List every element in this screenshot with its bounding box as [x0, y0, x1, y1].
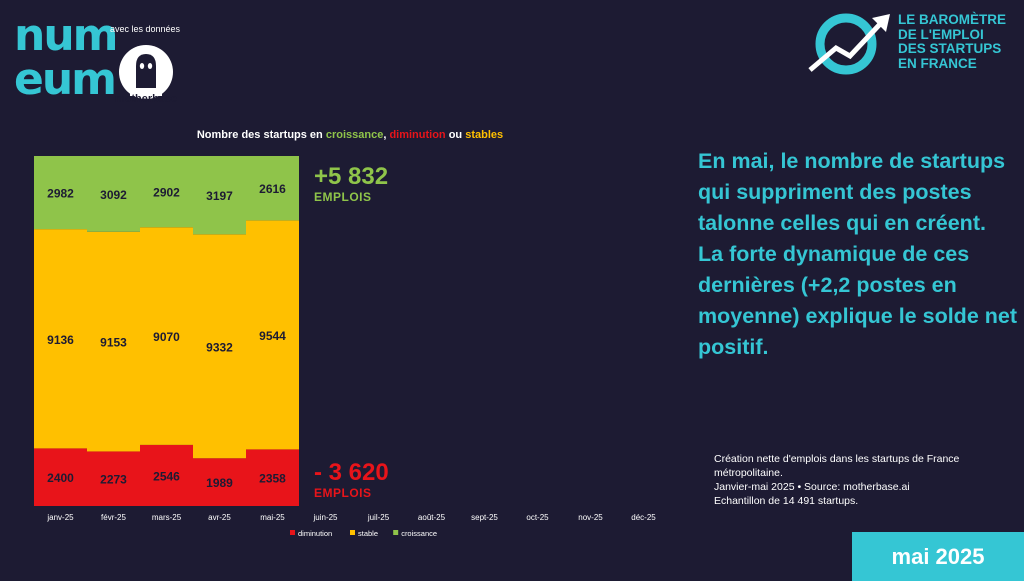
bar-croissance-3: [193, 156, 246, 235]
data-label-stable-0: 9136: [47, 333, 74, 347]
bar-diminution-0: [34, 448, 87, 506]
x-tick-label-3: avr-25: [208, 513, 231, 522]
barometer-line-1: Le baromètre: [898, 12, 1006, 27]
bar-croissance-0: [34, 156, 87, 230]
legend-label-stable: stable: [358, 529, 378, 538]
legend-label-croissance: croissance: [401, 529, 437, 538]
x-tick-label-4: mai-25: [260, 513, 285, 522]
data-label-diminution-4: 2358: [259, 472, 286, 486]
numeum-logo-line-2: eum: [14, 54, 117, 105]
legend-swatch-diminution: [290, 530, 295, 535]
x-tick-label-8: sept-25: [471, 513, 498, 522]
x-tick-label-5: juin-25: [312, 513, 338, 522]
data-label-diminution-3: 1989: [206, 476, 233, 490]
source-line-2: Janvier-mai 2025 • Source: motherbase.ai: [714, 481, 910, 493]
chart-title-diminution: diminution: [389, 129, 446, 141]
total-negative-unit: EMPLOIS: [314, 486, 372, 500]
headline-paragraph-1: En mai, le nombre de startups qui suppri…: [698, 149, 1006, 235]
bar-croissance-2: [140, 156, 193, 228]
chart-title-croissance: croissance: [325, 129, 384, 141]
barometer-title: Le baromètre de l'emploi des startups en…: [898, 12, 1018, 71]
stacked-bar-chart: 2400 9136 2982 2273 9153 3092 2546 9070 2902 1989…: [34, 156, 656, 538]
x-tick-label-11: déc-25: [631, 513, 656, 522]
bar-croissance-4: [246, 156, 299, 221]
barometer-line-2: de l'emploi: [898, 26, 984, 42]
data-label-stable-3: 9332: [206, 340, 233, 354]
chart-title-stables: stables: [465, 129, 504, 141]
barometer-line-4: en France: [898, 55, 977, 71]
chart-title-part-1: Nombre des startups en: [196, 129, 326, 141]
bar-diminution-3: [193, 458, 246, 506]
bar-stable-2: [140, 227, 193, 445]
data-label-croissance-0: 2982: [47, 187, 74, 201]
data-label-diminution-2: 2546: [153, 469, 180, 483]
x-tick-label-10: nov-25: [578, 513, 603, 522]
x-tick-label-6: juil-25: [367, 513, 390, 522]
bar-stable-1: [87, 231, 140, 452]
bar-diminution-1: [87, 451, 140, 506]
legend-swatch-stable: [350, 530, 355, 535]
total-positive-unit: EMPLOIS: [314, 190, 372, 204]
x-tick-label-2: mars-25: [152, 513, 182, 522]
headline: En mai, le nombre de startups qui suppri…: [698, 146, 1018, 363]
bar-croissance-1: [87, 156, 140, 232]
data-label-croissance-1: 3092: [100, 188, 127, 202]
total-positive: +5 832 EMPLOIS: [314, 163, 389, 205]
bar-stable-0: [34, 229, 87, 449]
bar-stable-3: [193, 234, 246, 459]
chart-title-part-3: ,: [383, 129, 390, 141]
x-tick-label-1: févr-25: [101, 513, 126, 522]
chart-title: Nombre des startups en croissance, dimin…: [150, 129, 550, 141]
total-negative: - 3 620 EMPLOIS: [314, 459, 389, 501]
bar-stable-4: [246, 220, 299, 450]
data-label-croissance-4: 2616: [259, 182, 286, 196]
bar-diminution-2: [140, 444, 193, 506]
barometer-trend-icon: [808, 13, 890, 75]
headline-paragraph-2: La forte dynamique de ces dernières (+2,…: [698, 242, 1017, 359]
total-negative-value: - 3 620: [314, 459, 389, 486]
data-label-stable-1: 9153: [100, 336, 127, 350]
source-line-3: Echantillon de 14 491 startups.: [714, 495, 859, 507]
legend-swatch-croissance: [393, 530, 399, 535]
data-label-stable-2: 9070: [153, 330, 180, 344]
total-positive-value: +5 832: [314, 163, 389, 190]
with-data-label: avec les données: [110, 24, 181, 34]
x-tick-label-9: oct-25: [526, 513, 549, 522]
barometer-line-3: des startups: [898, 41, 1002, 56]
data-label-diminution-1: 2273: [100, 473, 127, 487]
data-label-croissance-3: 3197: [206, 189, 233, 203]
source-line-1: Création nette d'emplois dans les startu…: [714, 453, 960, 479]
motherbase-label: motherbase: [114, 93, 178, 105]
data-label-croissance-2: 2902: [153, 186, 180, 200]
motherbase-logo-icon: [119, 45, 173, 99]
chart-title-part-5: ou: [445, 129, 466, 141]
source-note: Création nette d'emplois dans les startu…: [714, 452, 1004, 508]
data-label-diminution-0: 2400: [47, 471, 74, 485]
x-tick-label-0: janv-25: [46, 513, 74, 522]
date-badge: mai 2025: [852, 532, 1024, 581]
data-label-stable-4: 9544: [259, 329, 286, 343]
x-tick-label-7: août-25: [418, 513, 446, 522]
legend-label-diminution: diminution: [298, 529, 332, 538]
bar-diminution-4: [246, 449, 299, 506]
